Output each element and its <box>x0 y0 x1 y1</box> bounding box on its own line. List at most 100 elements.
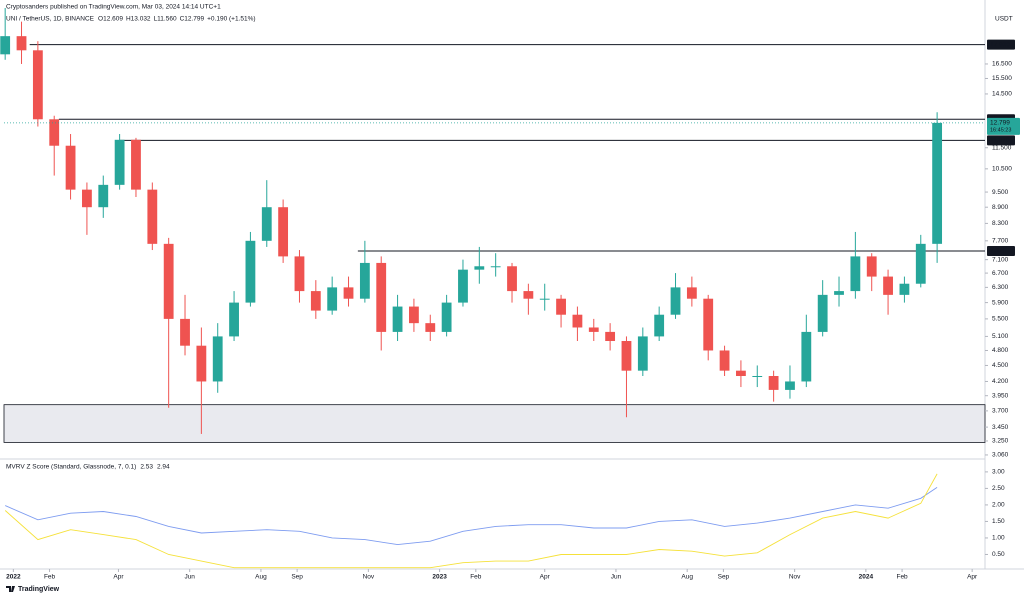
candle-body <box>932 122 943 244</box>
candle-body <box>147 189 158 244</box>
indicator-value: 2.53 <box>140 464 153 471</box>
candle-body <box>409 306 419 324</box>
brand: TradingView <box>18 586 60 593</box>
candle-body <box>49 119 60 146</box>
x-tick-label: Apr <box>113 574 124 581</box>
y-tick-label: 3.250 <box>992 438 1009 445</box>
candle-body <box>65 145 76 190</box>
candle-body <box>343 287 354 299</box>
candle-body <box>163 243 174 319</box>
ohlc-value: O12.609 <box>98 16 123 23</box>
x-tick-label: Apr <box>540 574 551 581</box>
last-price-label: 12.799 <box>990 120 1010 127</box>
candle-body <box>817 294 828 332</box>
candle-body <box>834 291 844 295</box>
y-tick-label: 14.500 <box>992 91 1012 98</box>
candle-body <box>310 291 321 311</box>
candle-body <box>703 298 714 351</box>
x-tick-label: 2023 <box>432 574 447 581</box>
candle-body <box>212 336 223 382</box>
candle-body <box>376 262 387 332</box>
candle-body <box>686 287 697 299</box>
level-label-box <box>987 245 1015 256</box>
candle-body <box>16 36 27 51</box>
candle-body <box>539 298 550 300</box>
candle-body <box>915 243 926 284</box>
candle-body <box>654 314 665 337</box>
y-tick-label: 5.900 <box>992 299 1009 306</box>
candle-body <box>98 184 109 208</box>
y-tick-label: 1.50 <box>992 518 1005 525</box>
symbol: UNI / TetherUS, 1D, BINANCE <box>6 16 95 23</box>
ohlc-value: C12.799 <box>180 16 205 23</box>
candle-body <box>736 370 746 377</box>
y-tick-label: 3.00 <box>992 469 1005 476</box>
x-tick-label: Jun <box>611 574 622 581</box>
candle-body <box>82 189 92 208</box>
candle-body <box>785 381 795 390</box>
candle-body <box>0 36 11 55</box>
x-tick-label: Aug <box>255 574 267 581</box>
y-tick-label: 4.500 <box>992 362 1009 369</box>
y-tick-label: 3.950 <box>992 392 1009 399</box>
y-tick-label: 2.00 <box>992 502 1005 509</box>
candle-body <box>114 139 125 185</box>
candle-body <box>719 350 730 371</box>
candle-body <box>392 306 403 332</box>
candle-body <box>507 266 517 292</box>
currency: USDT <box>995 16 1013 23</box>
candle-body <box>605 331 616 342</box>
y-tick-label: 6.300 <box>992 284 1009 291</box>
candle-body <box>425 323 436 332</box>
y-tick-label: 1.00 <box>992 535 1005 542</box>
indicator-line <box>4 473 938 569</box>
candle-body <box>899 283 910 295</box>
ohlc-value: L11.560 <box>154 16 177 23</box>
y-tick-label: 7.100 <box>992 256 1009 263</box>
y-tick-label: 11.500 <box>992 144 1012 151</box>
ohlc-value: H13.032 <box>126 16 151 23</box>
y-tick-label: 4.200 <box>992 378 1009 385</box>
candle-body <box>458 269 468 303</box>
x-tick-label: Feb <box>896 574 908 581</box>
candle-body <box>327 287 338 311</box>
candle-body <box>621 341 632 371</box>
candle-body <box>278 207 289 257</box>
last-price-box <box>987 117 1020 135</box>
candle-body <box>245 240 256 303</box>
y-tick-label: 3.450 <box>992 424 1009 431</box>
y-tick-label: 7.700 <box>992 238 1009 245</box>
candle-body <box>523 291 534 299</box>
candle-body <box>180 318 190 346</box>
y-tick-label: 4.800 <box>992 347 1009 354</box>
indicator-title: MVRV Z Score (Standard, Glassnode, 7, 0.… <box>6 464 136 471</box>
candle-body <box>801 331 812 382</box>
candle-body <box>32 50 43 120</box>
x-tick-label: Nov <box>789 574 801 581</box>
candle-body <box>850 256 861 292</box>
candle-body <box>261 207 272 241</box>
x-tick-label: 2024 <box>859 574 874 581</box>
y-tick-label: 3.700 <box>992 408 1009 415</box>
candle-body <box>556 298 566 315</box>
support-zone <box>3 404 986 443</box>
countdown: 16:45:23 <box>990 127 1011 133</box>
candle-body <box>359 262 370 299</box>
y-tick-label: 5.500 <box>992 316 1009 323</box>
candle-body <box>490 266 501 268</box>
y-tick-label: 0.50 <box>992 551 1005 558</box>
x-tick-label: Sep <box>718 574 730 581</box>
candle-body <box>474 266 485 270</box>
candle-body <box>752 376 763 378</box>
x-tick-label: Feb <box>44 574 56 581</box>
candle-body <box>196 345 207 382</box>
y-tick-label: 9.500 <box>992 189 1009 196</box>
x-tick-label: Aug <box>681 574 693 581</box>
y-tick-label: 8.900 <box>992 204 1009 211</box>
brand-logo <box>6 586 15 592</box>
candle-body <box>294 256 305 292</box>
x-tick-label: 2022 <box>6 574 21 581</box>
candle-body <box>229 302 239 337</box>
candle-body <box>768 376 779 390</box>
y-tick-label: 6.700 <box>992 270 1009 277</box>
